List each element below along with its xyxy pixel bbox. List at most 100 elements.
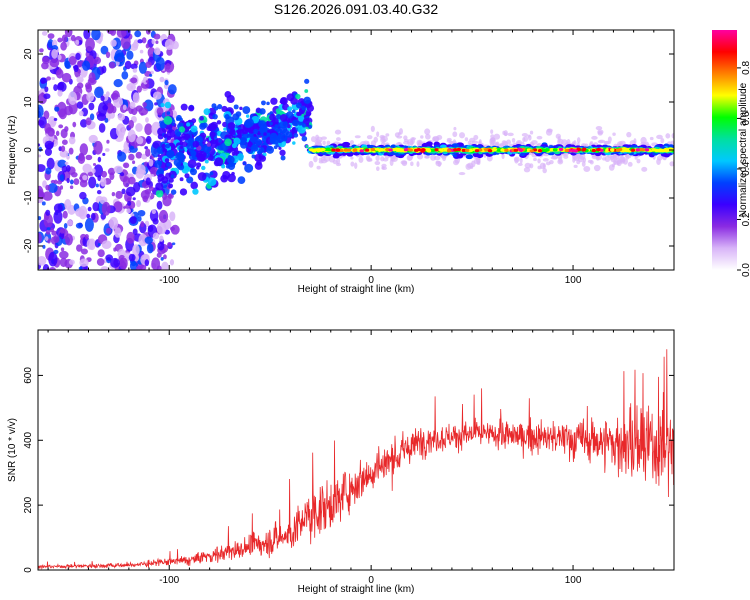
colorbar-tick-label: 0.6: [741, 111, 750, 125]
heatmap-blob: [38, 232, 42, 244]
heatmap-blob: [653, 148, 660, 153]
heatmap-hotspot: [529, 149, 534, 153]
heatmap-blob: [350, 156, 354, 160]
heatmap-blob: [305, 144, 309, 149]
heatmap-blob: [38, 154, 41, 158]
heatmap-hotspot: [582, 147, 587, 151]
heatmap-blob: [56, 180, 63, 185]
heatmap-blob: [303, 96, 311, 104]
heatmap-blob: [64, 105, 73, 116]
heatmap-blob: [170, 174, 175, 179]
heatmap-blob: [209, 171, 214, 176]
heatmap-blob: [60, 41, 67, 51]
heatmap-blob: [276, 134, 285, 143]
heatmap-blob: [167, 135, 172, 141]
heatmap-blob: [45, 167, 52, 175]
heatmap-blob: [401, 160, 408, 167]
colorbar-ticks: 0.0 0.2 0.4 0.6 0.8: [737, 61, 750, 277]
heatmap-blob: [206, 142, 212, 147]
heatmap-blob: [254, 162, 263, 170]
heatmap-blob: [164, 158, 170, 163]
heatmap-blob: [199, 122, 207, 130]
heatmap-blob: [144, 146, 148, 150]
heatmap-hotspot: [352, 148, 357, 152]
heatmap-blob: [411, 137, 415, 144]
heatmap-blob: [306, 104, 315, 112]
heatmap-blob: [93, 140, 103, 155]
heatmap-blob: [136, 85, 142, 93]
heatmap-blob: [66, 177, 70, 184]
heatmap-blob: [165, 143, 171, 149]
heatmap-blob: [126, 208, 131, 214]
heatmap-blob: [79, 119, 88, 128]
heatmap-blob: [210, 140, 214, 144]
heatmap-blob: [374, 160, 381, 166]
heatmap-blob: [241, 127, 249, 135]
heatmap-blob: [545, 148, 550, 152]
heatmap-blob: [278, 146, 282, 150]
heatmap-blob: [634, 156, 638, 160]
y-tick-label: 0: [23, 147, 34, 153]
heatmap-hotspot: [635, 148, 640, 152]
heatmap-blob: [68, 136, 76, 145]
heatmap-blob: [38, 191, 45, 199]
heatmap-blob: [126, 231, 135, 244]
heatmap-blob: [64, 126, 69, 132]
heatmap-blob: [85, 117, 92, 126]
heatmap-blob: [84, 233, 89, 240]
heatmap-blob: [301, 123, 307, 128]
heatmap-blob: [304, 78, 310, 84]
heatmap-blob: [242, 106, 251, 114]
heatmap-blob: [292, 141, 296, 145]
heatmap-blob: [106, 30, 115, 35]
heatmap-blob: [416, 153, 424, 160]
heatmap-blob: [66, 219, 74, 226]
heatmap-blob: [627, 161, 633, 167]
heatmap-blob: [115, 190, 123, 200]
heatmap-blob: [117, 113, 126, 121]
heatmap-blob: [108, 216, 119, 230]
heatmap-blob: [259, 108, 266, 115]
heatmap-blob: [251, 144, 259, 152]
heatmap-blob: [61, 139, 68, 145]
heatmap-blob: [45, 184, 51, 191]
heatmap-blob: [190, 168, 195, 173]
heatmap-blob: [552, 148, 558, 152]
heatmap-blob: [75, 39, 80, 45]
heatmap-blob: [43, 93, 51, 100]
snr-background: [38, 330, 674, 570]
heatmap-blob: [381, 166, 388, 170]
heatmap-blob: [163, 115, 173, 125]
heatmap-blob: [97, 156, 102, 163]
heatmap-blob: [98, 123, 106, 133]
heatmap-blob: [163, 133, 168, 138]
x-tick-label: 0: [368, 575, 374, 586]
heatmap-blob: [135, 168, 145, 179]
heatmap-blob: [385, 133, 390, 137]
heatmap-blob: [105, 51, 111, 59]
heatmap-blob: [53, 84, 58, 91]
heatmap-blob: [100, 45, 109, 55]
heatmap-blob: [286, 93, 295, 102]
heatmap-hotspot: [464, 148, 470, 153]
heatmap-blob: [501, 153, 505, 160]
heatmap-blob: [61, 165, 68, 173]
heatmap-blob: [665, 133, 671, 139]
heatmap-blob: [549, 160, 554, 165]
heatmap-blob: [55, 130, 60, 137]
heatmap-blob: [519, 157, 523, 164]
heatmap-blob: [157, 241, 165, 251]
heatmap-blob: [137, 216, 142, 222]
heatmap-blob: [453, 126, 457, 131]
heatmap-blob: [78, 266, 83, 270]
heatmap-blob: [159, 76, 165, 83]
heatmap-blob: [190, 181, 199, 190]
heatmap-blob: [61, 34, 68, 43]
heatmap-blob: [192, 140, 200, 148]
heatmap-blob: [163, 254, 167, 260]
heatmap-blob: [279, 114, 288, 122]
heatmap-blob: [171, 122, 175, 126]
heatmap-blob: [134, 30, 142, 38]
heatmap-blob: [218, 139, 222, 143]
heatmap-blob: [320, 158, 328, 164]
